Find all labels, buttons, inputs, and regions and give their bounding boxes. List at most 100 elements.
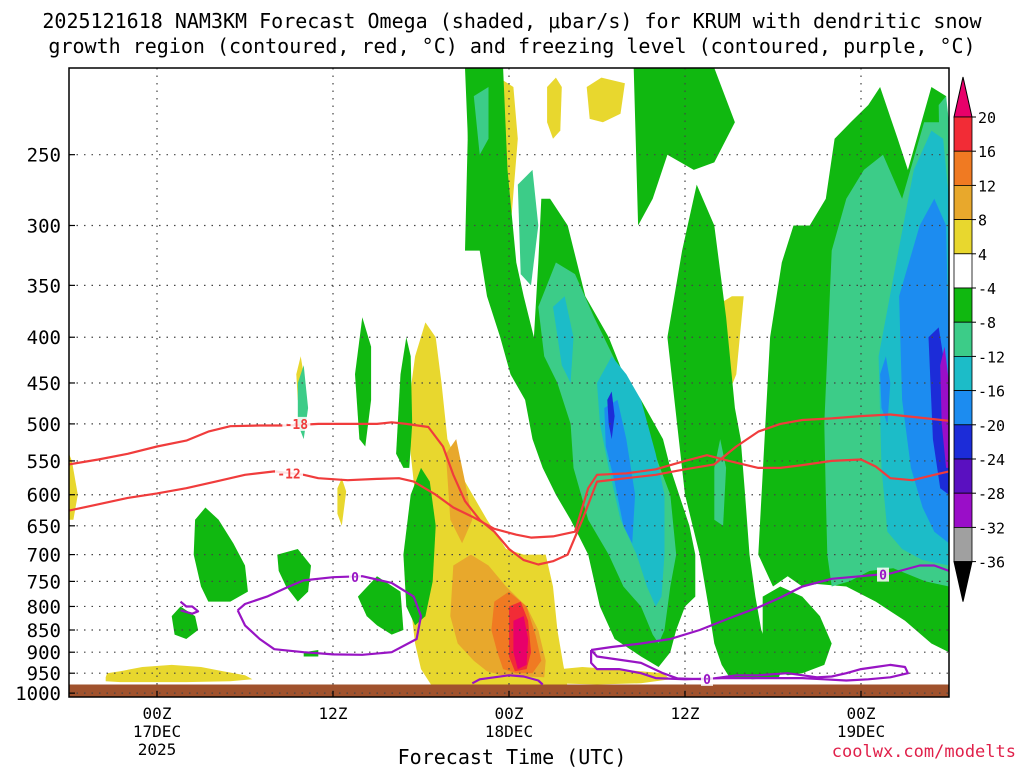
omega-region-4-0 (409, 322, 568, 688)
omega-region-minus4-4 (403, 467, 436, 626)
colorbar-label-11: -28 (978, 485, 1005, 503)
omega-shading (69, 68, 949, 688)
contour-label-bg-0 (282, 416, 311, 431)
omega-region-4-5 (586, 77, 625, 123)
contour-dgz-0 (69, 413, 949, 566)
colorbar-swatch-10 (953, 424, 973, 460)
y-tick-label-900: 900 (27, 642, 61, 664)
y-tick-label-650: 650 (27, 516, 61, 538)
omega-region-minus4-5 (396, 337, 413, 468)
omega-region-4-7 (337, 478, 347, 526)
colorbar-swatch-8 (953, 355, 973, 391)
y-tick-label-700: 700 (27, 545, 61, 567)
y-tick-label-500: 500 (27, 414, 61, 436)
colorbar-label-8: -16 (978, 383, 1005, 401)
x-axis-title: Forecast Time (UTC) (397, 745, 627, 769)
colorbar-swatch-9 (953, 390, 973, 426)
colorbar-label-1: 16 (978, 143, 996, 161)
colorbar-swatch-1 (953, 116, 973, 152)
x-tick-label-30: 00Z (495, 704, 524, 723)
y-tick-label-800: 800 (27, 596, 61, 618)
contour-label-5: 0 (879, 569, 887, 584)
omega-region-minus4-10 (357, 576, 404, 635)
chart-title-line-1: 2025121618 NAM3KM Forecast Omega (shaded… (42, 9, 982, 33)
omega-region-minus4-3 (762, 586, 832, 676)
y-tick-label-450: 450 (27, 373, 61, 395)
omega-region-minus4-13 (633, 68, 735, 226)
y-tick-label-950: 950 (27, 663, 61, 685)
y-tick-label-300: 300 (27, 215, 61, 237)
contour-freezing-level-3 (179, 600, 200, 615)
omega-region-minus4-11 (355, 317, 372, 447)
colorbar-swatch-3 (953, 184, 973, 220)
colorbar-label-5: -4 (978, 280, 996, 298)
colorbar-label-12: -32 (978, 519, 1005, 537)
chart-title-line-2: growth region (contoured, red, °C) and f… (48, 34, 976, 58)
x-tick-date-54: 19DEC (837, 722, 885, 741)
y-axis-ticks: 2503003504004505005506006507007508008509… (15, 145, 75, 705)
omega-region-minus12-1 (553, 296, 574, 383)
x-tick-label-6: 00Z (143, 704, 172, 723)
x-tick-year-6: 2025 (138, 740, 177, 759)
colorbar-swatch-7 (953, 321, 973, 357)
omega-region-20-0 (513, 616, 529, 670)
contour-freezing-level-2 (236, 575, 423, 656)
colorbar-bottom-arrow (953, 561, 973, 602)
omega-region-4-8 (69, 453, 78, 520)
contour-label-bg-6 (701, 671, 713, 686)
colorbar: 20 16 12 8 4 -4 -8 -12 -16 -20 -24 -28 -32 -36 (953, 76, 1005, 602)
colorbar-swatch-13 (953, 527, 973, 563)
colorbar-label-9: -20 (978, 417, 1005, 435)
contour-label-bg-1 (275, 466, 303, 481)
omega-region-4-4 (547, 77, 562, 139)
colorbar-label-7: -12 (978, 348, 1005, 366)
source-credit[interactable]: coolwx.com/modelts (831, 742, 1016, 762)
omega-region-8-0 (445, 439, 473, 544)
colorbar-swatch-12 (953, 492, 973, 528)
omega-region-minus4-6 (193, 507, 248, 602)
colorbar-label-6: -8 (978, 314, 996, 332)
omega-region-minus8-0 (473, 87, 489, 155)
contour-dgz-1 (69, 454, 949, 539)
x-tick-date-30: 18DEC (485, 722, 533, 741)
colorbar-swatch-4 (953, 219, 973, 255)
y-tick-label-600: 600 (27, 485, 61, 507)
contour-freezing-level-5 (590, 564, 949, 652)
contour-label-bg-5 (877, 567, 889, 582)
colorbar-swatch-6 (953, 287, 973, 323)
omega-region-minus4-7 (277, 549, 311, 602)
contour-label-0: -18 (285, 418, 309, 433)
contour-label-2: 0 (351, 571, 359, 586)
y-tick-label-250: 250 (27, 145, 61, 167)
y-tick-label-550: 550 (27, 451, 61, 473)
omega-region-minus20-0 (607, 391, 615, 440)
colorbar-swatch-11 (953, 458, 973, 494)
colorbar-label-0: 20 (978, 109, 996, 127)
y-tick-label-350: 350 (27, 275, 61, 297)
colorbar-label-13: -36 (978, 554, 1005, 572)
y-tick-label-850: 850 (27, 620, 61, 642)
y-tick-label-400: 400 (27, 327, 61, 349)
omega-region-minus16-2 (880, 356, 891, 424)
contour-label-1: -12 (277, 467, 300, 482)
x-tick-label-18: 12Z (319, 704, 348, 723)
contour-freezing-level-6 (590, 649, 909, 682)
colorbar-swatch-2 (953, 150, 973, 186)
y-tick-label-1000: 1000 (15, 683, 61, 705)
omega-region-minus4-1 (667, 184, 782, 680)
colorbar-label-4: 4 (978, 246, 987, 264)
x-tick-label-54: 00Z (847, 704, 876, 723)
x-tick-label-42: 12Z (671, 704, 700, 723)
colorbar-top-arrow (953, 76, 973, 118)
omega-region-minus8-1 (517, 169, 539, 286)
colorbar-swatch-5 (953, 253, 973, 289)
x-tick-date-6: 17DEC (133, 722, 181, 741)
omega-region-4-1 (105, 664, 253, 683)
colorbar-label-3: 8 (978, 212, 987, 230)
y-tick-label-750: 750 (27, 571, 61, 593)
contour-freezing-level-4 (471, 674, 544, 686)
colorbar-label-2: 12 (978, 177, 996, 195)
omega-region-4-2 (553, 667, 671, 685)
